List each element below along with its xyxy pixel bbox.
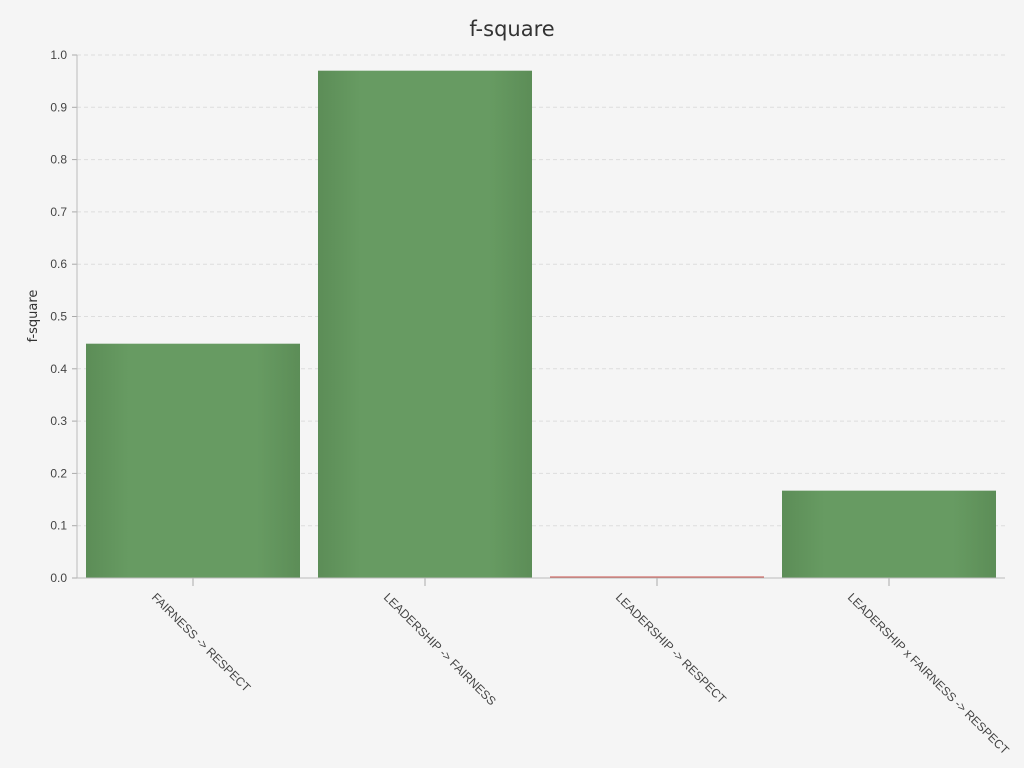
bar [782,490,996,578]
x-axis [76,55,1005,586]
bar [86,343,300,578]
y-tick-label: 0.5 [50,310,67,324]
bar [550,576,764,578]
y-tick-label: 0.7 [50,205,67,219]
x-axis-labels: FAIRNESS -> RESPECT LEADERSHIP -> FAIRNES… [149,590,1012,757]
y-tick-label: 0.9 [50,100,67,114]
x-tick-label: LEADERSHIP x FAIRNESS -> RESPECT [845,590,1012,757]
bar [318,70,532,578]
y-tick-label: 0.1 [50,519,67,533]
y-tick-label: 0.6 [50,257,67,271]
y-tick-label: 0.4 [50,362,67,376]
y-tick-label: 0.0 [50,571,67,585]
y-axis-label: f-square [26,290,41,343]
y-axis-ticks: 0.0 0.1 0.2 0.3 0.4 0.5 0.6 0.7 0.8 0.9 1.0 [50,48,77,585]
x-tick-label: FAIRNESS -> RESPECT [149,590,254,695]
y-tick-label: 0.2 [50,466,67,480]
chart-title: f-square [469,17,554,41]
y-tick-label: 0.3 [50,414,67,428]
x-tick-label: LEADERSHIP -> RESPECT [613,590,730,707]
y-tick-label: 0.8 [50,153,67,167]
y-tick-label: 1.0 [50,48,67,62]
bars [86,70,996,578]
x-tick-label: LEADERSHIP -> FAIRNESS [381,590,499,708]
